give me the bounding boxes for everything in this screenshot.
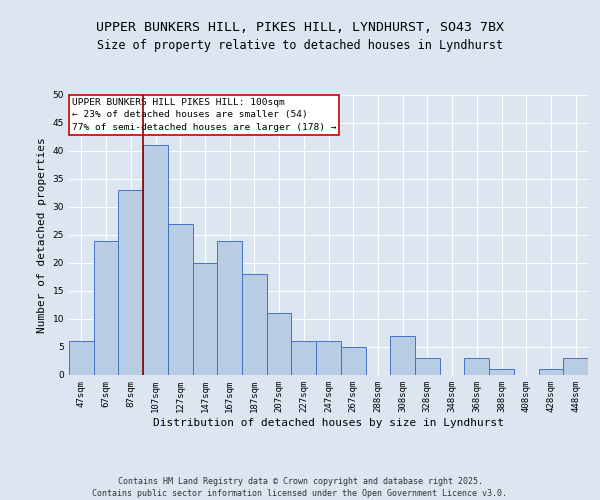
Bar — [143, 146, 168, 375]
Bar — [489, 370, 514, 375]
X-axis label: Distribution of detached houses by size in Lyndhurst: Distribution of detached houses by size … — [153, 418, 504, 428]
Bar — [217, 240, 242, 375]
Text: UPPER BUNKERS HILL PIKES HILL: 100sqm
← 23% of detached houses are smaller (54)
: UPPER BUNKERS HILL PIKES HILL: 100sqm ← … — [71, 98, 336, 132]
Bar — [341, 347, 365, 375]
Text: Contains HM Land Registry data © Crown copyright and database right 2025.
Contai: Contains HM Land Registry data © Crown c… — [92, 477, 508, 498]
Bar — [316, 342, 341, 375]
Bar — [193, 263, 217, 375]
Bar — [69, 342, 94, 375]
Bar — [292, 342, 316, 375]
Text: Size of property relative to detached houses in Lyndhurst: Size of property relative to detached ho… — [97, 38, 503, 52]
Bar — [267, 314, 292, 375]
Bar — [539, 370, 563, 375]
Bar — [94, 240, 118, 375]
Bar — [168, 224, 193, 375]
Bar — [464, 358, 489, 375]
Bar — [118, 190, 143, 375]
Bar — [563, 358, 588, 375]
Bar — [390, 336, 415, 375]
Y-axis label: Number of detached properties: Number of detached properties — [37, 137, 47, 333]
Text: UPPER BUNKERS HILL, PIKES HILL, LYNDHURST, SO43 7BX: UPPER BUNKERS HILL, PIKES HILL, LYNDHURS… — [96, 21, 504, 34]
Bar — [415, 358, 440, 375]
Bar — [242, 274, 267, 375]
